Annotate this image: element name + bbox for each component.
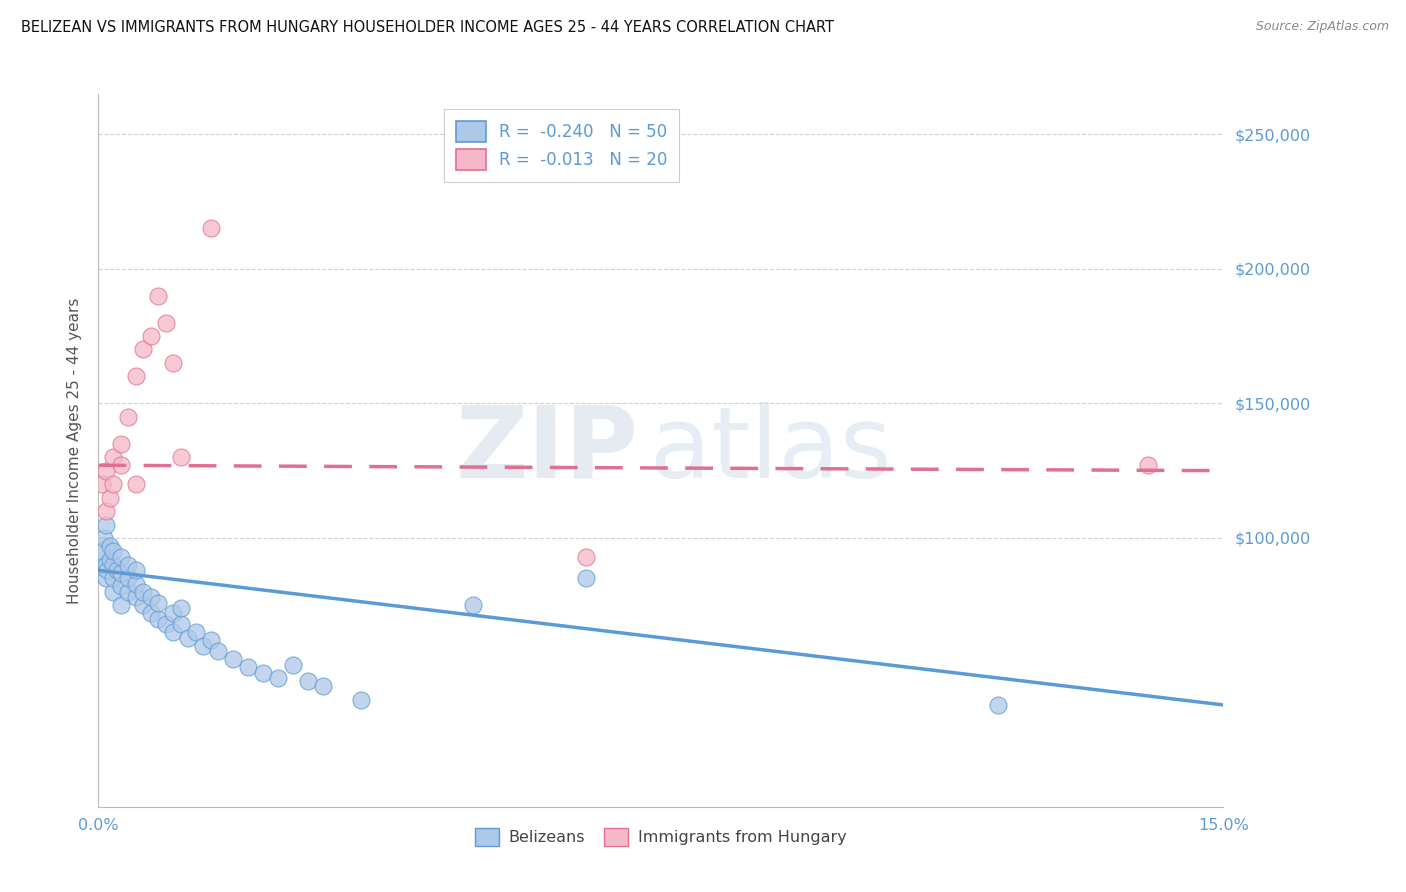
Point: [193, 639, 215, 653]
Point: [283, 657, 305, 672]
Point: [575, 571, 598, 585]
Point: [132, 599, 155, 613]
Legend: Belizeans, Immigrants from Hungary: Belizeans, Immigrants from Hungary: [468, 822, 853, 853]
Point: [98, 539, 121, 553]
Point: [125, 563, 148, 577]
Point: [94, 517, 117, 532]
Point: [103, 544, 125, 558]
Point: [91, 544, 114, 558]
Point: [238, 660, 260, 674]
Point: [162, 625, 184, 640]
Point: [117, 584, 139, 599]
Point: [110, 579, 132, 593]
Point: [267, 671, 290, 685]
Point: [105, 563, 128, 577]
Point: [117, 409, 139, 424]
Point: [207, 644, 229, 658]
Text: BELIZEAN VS IMMIGRANTS FROM HUNGARY HOUSEHOLDER INCOME AGES 25 - 44 YEARS CORREL: BELIZEAN VS IMMIGRANTS FROM HUNGARY HOUS…: [21, 20, 834, 35]
Text: atlas: atlas: [650, 402, 891, 499]
Point: [94, 571, 117, 585]
Point: [110, 599, 132, 613]
Point: [139, 591, 162, 605]
Point: [98, 491, 121, 505]
Point: [177, 631, 200, 645]
Point: [148, 612, 170, 626]
Point: [103, 450, 125, 465]
Point: [162, 607, 184, 621]
Point: [110, 436, 132, 450]
Point: [110, 566, 132, 580]
Point: [200, 221, 222, 235]
Text: ZIP: ZIP: [456, 402, 638, 499]
Point: [98, 552, 121, 566]
Point: [103, 477, 125, 491]
Point: [125, 576, 148, 591]
Point: [91, 544, 114, 558]
Point: [96, 563, 118, 577]
Point: [987, 698, 1010, 712]
Point: [103, 571, 125, 585]
Point: [117, 558, 139, 572]
Point: [117, 571, 139, 585]
Point: [350, 692, 373, 706]
Point: [297, 673, 319, 688]
Point: [132, 343, 155, 357]
Point: [139, 607, 162, 621]
Point: [170, 450, 193, 465]
Point: [200, 633, 222, 648]
Point: [139, 329, 162, 343]
Point: [155, 316, 177, 330]
Point: [110, 549, 132, 564]
Point: [94, 464, 117, 478]
Point: [312, 679, 335, 693]
Point: [103, 558, 125, 572]
Point: [103, 584, 125, 599]
Y-axis label: Householder Income Ages 25 - 44 years: Householder Income Ages 25 - 44 years: [66, 297, 82, 604]
Point: [463, 599, 485, 613]
Point: [170, 601, 193, 615]
Point: [93, 531, 115, 545]
Point: [184, 625, 207, 640]
Point: [94, 558, 117, 572]
Point: [91, 477, 114, 491]
Point: [125, 591, 148, 605]
Point: [162, 356, 184, 370]
Point: [94, 504, 117, 518]
Text: Source: ZipAtlas.com: Source: ZipAtlas.com: [1256, 20, 1389, 33]
Point: [148, 288, 170, 302]
Point: [125, 477, 148, 491]
Point: [110, 458, 132, 473]
Point: [575, 549, 598, 564]
Point: [222, 652, 245, 666]
Point: [1137, 458, 1160, 473]
Point: [252, 665, 274, 680]
Point: [125, 369, 148, 384]
Point: [170, 617, 193, 632]
Point: [132, 584, 155, 599]
Point: [155, 617, 177, 632]
Point: [148, 596, 170, 610]
